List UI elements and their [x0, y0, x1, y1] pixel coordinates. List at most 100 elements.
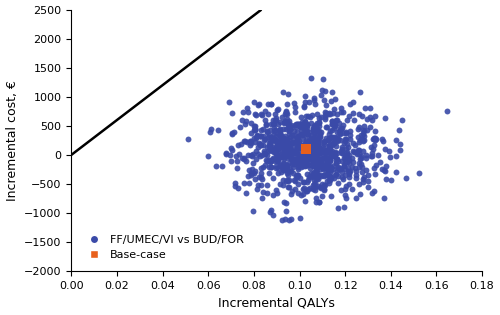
Point — [269, 155, 277, 160]
Point — [258, 133, 266, 138]
Point — [286, 192, 294, 197]
Point — [301, 164, 309, 169]
Point — [382, 176, 390, 181]
Point — [318, 166, 326, 171]
Point — [342, 160, 349, 165]
Point — [284, 160, 292, 165]
Point — [331, 96, 339, 101]
Point — [349, 149, 357, 154]
Point — [314, 164, 322, 169]
Point — [344, 182, 352, 187]
Point — [263, 145, 271, 150]
Point — [283, 112, 291, 117]
Point — [325, 167, 333, 172]
Point — [328, 175, 336, 180]
Point — [305, 163, 313, 168]
Point — [296, 175, 304, 180]
Point — [340, 163, 348, 168]
Point — [300, 129, 308, 135]
Point — [342, 152, 350, 158]
Point — [362, 152, 370, 157]
Point — [288, 156, 296, 161]
Point — [325, 167, 333, 172]
Point — [297, 123, 305, 128]
Point — [242, 118, 250, 123]
Point — [272, 150, 280, 155]
Point — [276, 144, 284, 149]
Point — [326, 156, 334, 161]
Point — [286, 147, 294, 152]
Point — [341, 137, 349, 142]
Point — [286, 167, 294, 172]
Point — [324, 143, 332, 148]
Point — [254, 133, 262, 138]
Point — [321, 166, 329, 171]
Point — [295, 140, 303, 146]
Point — [284, 163, 292, 168]
Point — [286, 185, 294, 190]
Point — [360, 133, 368, 138]
Point — [277, 154, 285, 159]
Point — [310, 163, 318, 169]
Point — [326, 135, 334, 140]
Point — [283, 156, 291, 161]
Point — [311, 187, 319, 192]
Point — [308, 137, 316, 142]
Point — [306, 100, 314, 105]
Point — [345, 170, 353, 175]
Point — [310, 125, 318, 130]
Point — [364, 179, 372, 184]
Point — [312, 167, 320, 172]
Point — [232, 165, 240, 170]
Point — [238, 156, 246, 161]
Point — [268, 136, 276, 141]
Point — [314, 155, 322, 160]
Point — [344, 145, 352, 150]
Point — [274, 139, 281, 144]
Point — [312, 173, 320, 178]
Point — [310, 169, 318, 174]
Point — [344, 161, 352, 166]
Point — [322, 103, 330, 108]
Point — [376, 159, 384, 164]
Point — [316, 185, 324, 190]
Point — [331, 172, 339, 177]
Point — [301, 119, 309, 124]
Point — [312, 174, 320, 179]
Point — [328, 139, 336, 144]
Point — [346, 132, 354, 137]
Point — [286, 123, 294, 129]
Point — [300, 142, 308, 147]
Point — [272, 137, 280, 142]
Point — [269, 157, 277, 162]
Point — [343, 150, 351, 155]
Point — [292, 145, 300, 150]
Point — [402, 175, 409, 180]
Point — [314, 140, 322, 145]
Point — [320, 187, 328, 192]
Point — [287, 125, 295, 130]
Point — [309, 127, 317, 132]
Point — [358, 161, 366, 166]
Point — [352, 149, 360, 154]
Point — [310, 154, 318, 159]
Point — [328, 122, 336, 127]
Point — [325, 145, 333, 150]
Point — [321, 182, 329, 187]
Point — [306, 148, 314, 153]
Point — [310, 159, 318, 164]
Point — [346, 101, 354, 106]
Point — [298, 154, 306, 159]
Point — [267, 164, 275, 169]
Point — [311, 180, 319, 185]
Point — [316, 146, 324, 152]
Point — [306, 146, 314, 152]
Point — [334, 173, 342, 178]
Point — [324, 167, 332, 172]
Point — [355, 124, 363, 129]
Point — [289, 171, 297, 176]
Point — [332, 135, 340, 140]
Point — [310, 124, 318, 129]
Point — [274, 154, 282, 159]
Point — [332, 137, 340, 142]
